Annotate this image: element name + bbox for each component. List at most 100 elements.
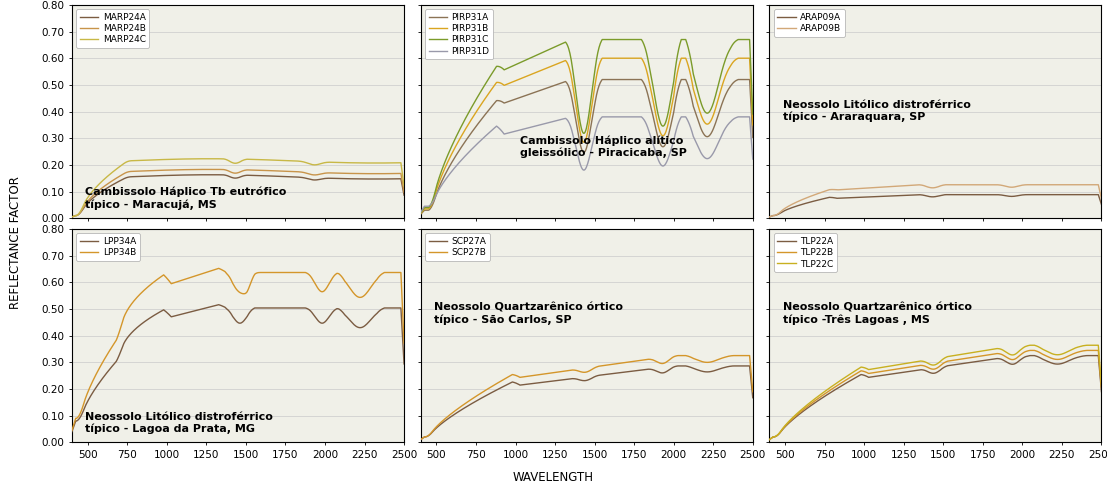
LPP34A — [65, 429, 79, 434]
Line: MARP24A: MARP24A — [72, 175, 404, 217]
LPP34A — [204, 304, 217, 310]
SCP27A — [451, 410, 464, 416]
PIRP31C — [414, 210, 427, 216]
LPP34B — [186, 274, 199, 280]
MARP24A — [204, 172, 217, 178]
MARP24A — [65, 214, 79, 220]
ARAP09B — [763, 214, 776, 220]
SCP27B — [451, 406, 464, 412]
ARAP09A — [862, 194, 876, 200]
ARAP09B — [955, 182, 969, 188]
MARP24A — [102, 184, 115, 190]
MARP24C — [258, 157, 271, 163]
LPP34A — [186, 309, 199, 314]
MARP24C — [397, 183, 411, 189]
TLP22B — [901, 364, 914, 370]
Legend: ARAP09A, ARAP09B: ARAP09A, ARAP09B — [774, 9, 845, 37]
TLP22C — [862, 366, 876, 372]
Line: MARP24B: MARP24B — [72, 170, 404, 217]
PIRP31A — [514, 94, 527, 100]
ARAP09A — [901, 192, 914, 198]
Text: Neossolo Quartzarênico órtico
típico -Três Lagoas , MS: Neossolo Quartzarênico órtico típico -Tr… — [783, 303, 972, 325]
TLP22A — [763, 437, 776, 443]
MARP24B — [258, 168, 271, 174]
SCP27B — [663, 357, 676, 363]
Legend: TLP22A, TLP22B, TLP22C: TLP22A, TLP22B, TLP22C — [774, 233, 837, 272]
TLP22A — [862, 374, 876, 380]
PIRP31D — [552, 117, 566, 123]
PIRP31B — [607, 55, 620, 61]
Line: PIRP31B: PIRP31B — [421, 58, 753, 213]
PIRP31D — [514, 127, 527, 133]
TLP22B — [799, 404, 813, 410]
MARP24B — [315, 171, 329, 177]
MARP24A — [397, 192, 411, 198]
MARP24A — [186, 172, 199, 178]
PIRP31A — [535, 87, 548, 93]
MARP24B — [165, 167, 178, 173]
SCP27A — [552, 377, 566, 383]
Line: TLP22B: TLP22B — [769, 350, 1101, 440]
MARP24A — [165, 173, 178, 178]
PIRP31C — [664, 97, 677, 103]
ARAP09B — [1013, 183, 1026, 189]
SCP27A — [746, 395, 759, 400]
MARP24C — [204, 156, 217, 162]
Text: Neossolo Litólico distroférrico
típico - Lagoa da Prata, MG: Neossolo Litólico distroférrico típico -… — [85, 412, 273, 434]
PIRP31D — [746, 156, 759, 162]
Line: PIRP31D: PIRP31D — [421, 117, 753, 212]
Text: Neossolo Quartzarênico órtico
típico - São Carlos, SP: Neossolo Quartzarênico órtico típico - S… — [434, 303, 623, 325]
LPP34B — [397, 340, 411, 346]
LPP34B — [165, 280, 178, 286]
SCP27B — [672, 353, 685, 359]
TLP22C — [954, 351, 968, 357]
TLP22C — [1095, 383, 1107, 389]
TLP22C — [1023, 342, 1036, 348]
ARAP09A — [1013, 192, 1026, 198]
ARAP09A — [1095, 202, 1107, 208]
LPP34A — [315, 320, 329, 326]
Line: SCP27A: SCP27A — [421, 366, 753, 440]
TLP22B — [954, 356, 968, 362]
Line: SCP27B: SCP27B — [421, 356, 753, 440]
MARP24B — [204, 167, 217, 173]
Line: TLP22A: TLP22A — [769, 356, 1101, 440]
Text: WAVELENGTH: WAVELENGTH — [513, 470, 594, 484]
LPP34A — [213, 302, 226, 308]
MARP24C — [65, 214, 79, 220]
ARAP09A — [799, 200, 813, 206]
PIRP31A — [414, 211, 427, 217]
PIRP31C — [514, 59, 527, 65]
Line: MARP24C: MARP24C — [72, 159, 404, 217]
TLP22A — [1012, 358, 1025, 364]
MARP24C — [205, 156, 218, 162]
TLP22A — [799, 406, 813, 412]
TLP22B — [1023, 347, 1036, 353]
PIRP31C — [746, 111, 759, 117]
PIRP31A — [607, 77, 620, 83]
PIRP31B — [552, 60, 566, 66]
SCP27B — [535, 371, 548, 377]
ARAP09A — [763, 214, 776, 220]
SCP27B — [606, 362, 619, 367]
Legend: SCP27A, SCP27B: SCP27A, SCP27B — [425, 233, 489, 261]
Line: TLP22C: TLP22C — [769, 345, 1101, 440]
PIRP31D — [451, 162, 464, 168]
PIRP31D — [664, 148, 677, 154]
TLP22B — [1095, 386, 1107, 392]
TLP22A — [1095, 389, 1107, 395]
PIRP31D — [414, 209, 427, 215]
SCP27A — [535, 380, 548, 385]
PIRP31C — [607, 36, 620, 42]
PIRP31D — [596, 114, 609, 120]
Line: LPP34A: LPP34A — [72, 305, 404, 432]
PIRP31A — [746, 135, 759, 140]
MARP24B — [65, 214, 79, 220]
Text: Cambissolo Háplico alítico
gleissólico - Piracicaba, SP: Cambissolo Háplico alítico gleissólico -… — [520, 136, 687, 158]
ARAP09A — [955, 192, 969, 198]
Line: ARAP09A: ARAP09A — [769, 195, 1101, 217]
TLP22A — [901, 369, 914, 375]
ARAP09B — [799, 195, 813, 201]
PIRP31C — [535, 51, 548, 56]
TLP22B — [862, 370, 876, 376]
